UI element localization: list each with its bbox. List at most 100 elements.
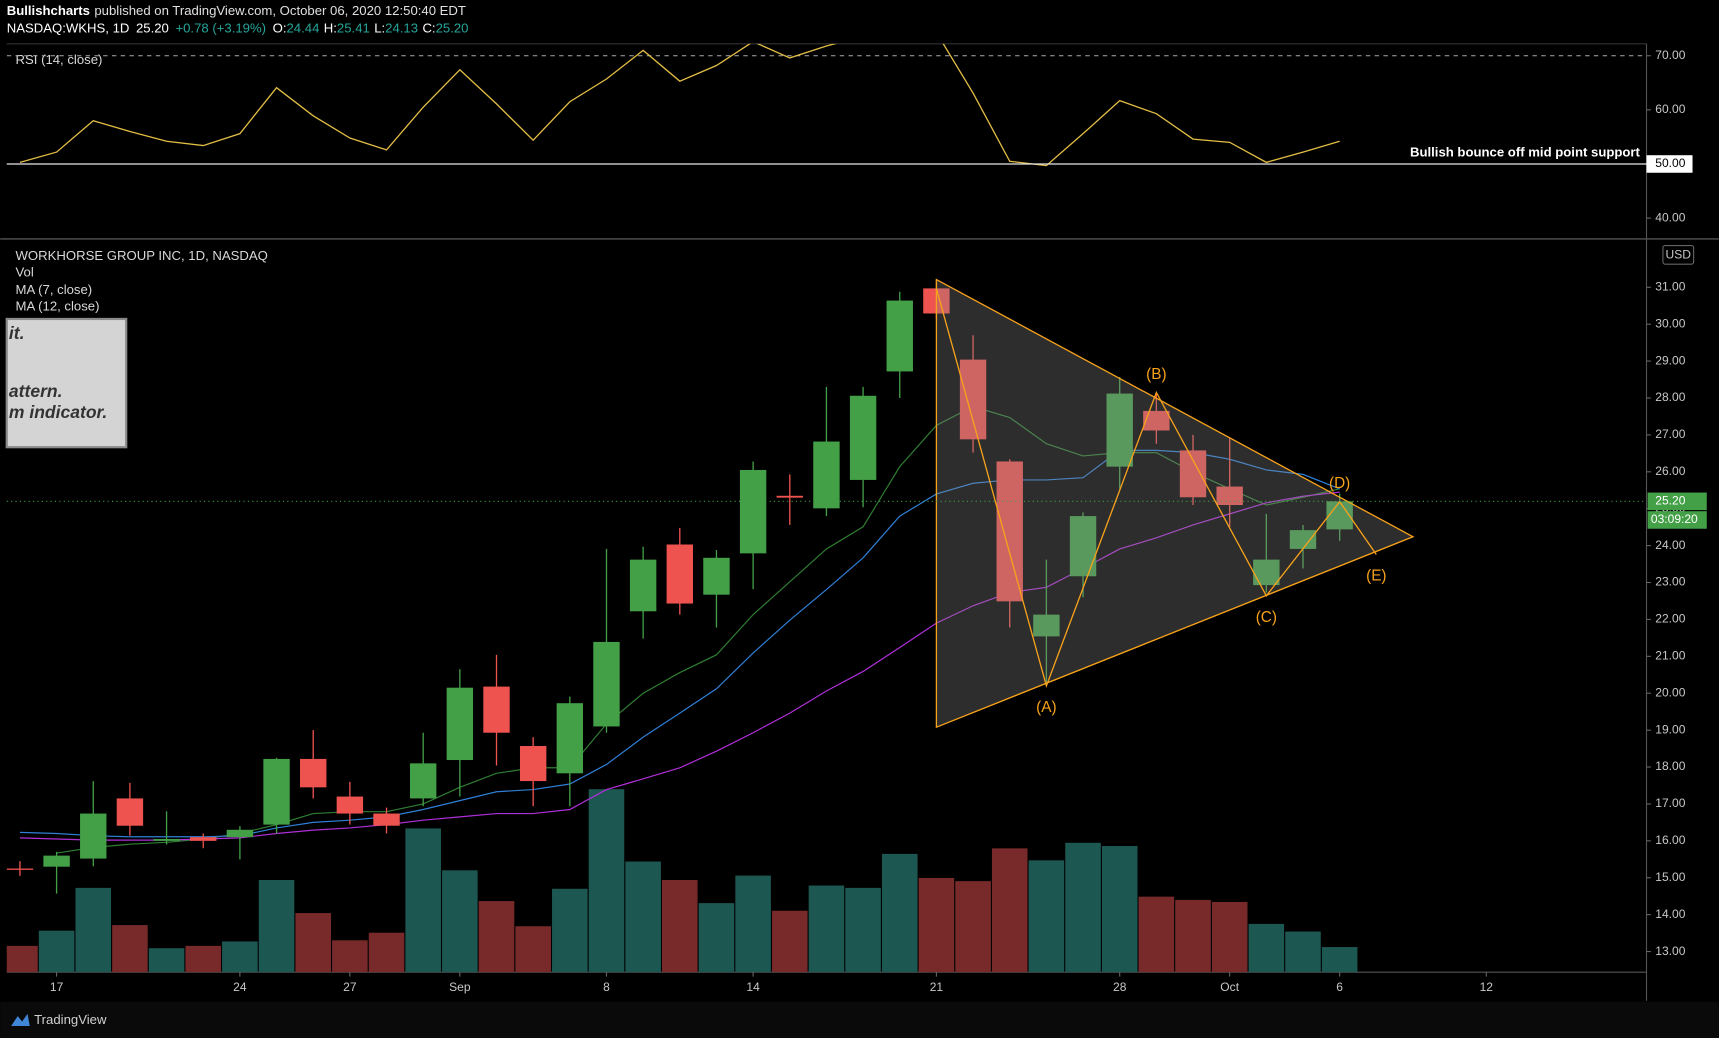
candle-body	[153, 839, 180, 841]
volume-bar	[185, 945, 222, 973]
candle-body	[739, 469, 767, 554]
rsi-pane	[6, 43, 1647, 167]
volume-bar	[991, 848, 1028, 973]
y-tick-label: 29.00	[1655, 353, 1685, 367]
wave-path	[935, 288, 1377, 688]
footer-logo: TradingView	[11, 1012, 107, 1027]
ohlc-value: 24.13	[385, 21, 418, 36]
candle-body	[886, 300, 913, 372]
price-pane	[6, 278, 1415, 973]
volume-bar	[1138, 896, 1175, 973]
volume-bar	[1321, 947, 1358, 973]
volume-bar	[258, 879, 295, 973]
volume-bar	[955, 881, 991, 973]
candle-body	[776, 495, 803, 498]
support-label: 50.00	[1655, 156, 1685, 170]
volume-bar	[112, 925, 148, 973]
candle-body	[1179, 450, 1207, 498]
header-line: Bullishcharts published on TradingView.co…	[7, 4, 466, 19]
candle-body	[629, 559, 657, 612]
countdown-box	[1647, 511, 1707, 529]
volume-bar	[368, 932, 405, 973]
volume-bar	[1101, 846, 1138, 973]
ohlc-value: 25.41	[337, 21, 370, 36]
note-text: m indicator.	[9, 402, 107, 422]
y-tick-label: 16.00	[1655, 833, 1685, 847]
ohlc-value: 25.20	[436, 21, 469, 36]
y-tick-label: 17.00	[1655, 796, 1685, 810]
candle-body	[1289, 530, 1317, 549]
chart-title: WORKHORSE GROUP INC, 1D, NASDAQ	[16, 248, 268, 263]
x-tick-label: 17	[50, 980, 64, 994]
y-tick-label: 28.00	[1655, 390, 1685, 404]
candle-body	[190, 837, 217, 841]
publisher: Bullishcharts	[7, 4, 90, 19]
note-box: it. attern. m indicator.	[5, 317, 128, 449]
y-tick-label: 26.00	[1655, 464, 1685, 478]
wave-label: (D)	[1329, 475, 1350, 492]
volume-bar	[38, 930, 75, 973]
volume-bar	[6, 945, 38, 973]
triangle-pattern	[935, 278, 1415, 729]
y-tick-label: 21.00	[1655, 649, 1685, 663]
volume-bar	[662, 879, 698, 973]
legend-volume: Vol	[16, 264, 34, 279]
volume-bar	[405, 828, 441, 973]
x-tick-label: 28	[1113, 980, 1127, 994]
candle-body	[1216, 486, 1243, 506]
candle-body	[6, 868, 34, 870]
volume-bar	[148, 948, 185, 973]
rsi-line	[19, 43, 1340, 167]
volume-bar	[808, 885, 845, 973]
symbol-line: NASDAQ:WKHS, 1D 25.20 +0.78 (+3.19%) O:24.4…	[7, 21, 469, 36]
y-tick-label: 23.00	[1655, 575, 1685, 589]
candle-body	[300, 758, 327, 788]
currency-box	[1662, 244, 1695, 265]
candle-body	[446, 687, 474, 761]
y-tick-label: 15.00	[1655, 870, 1685, 884]
legend-ma: MA (12, close)	[16, 298, 100, 313]
volume-bar	[1175, 899, 1211, 973]
change: +0.78 (+3.19%)	[175, 21, 266, 36]
volume-bar	[698, 903, 735, 973]
wave-label: (B)	[1146, 366, 1166, 383]
last-price-box	[1647, 492, 1707, 511]
candle-body	[959, 359, 987, 440]
annotation: Bullish bounce off mid point support	[1410, 144, 1641, 159]
countdown-label: 03:09:20	[1651, 512, 1698, 526]
candle-body	[593, 641, 620, 727]
note-box-bg	[5, 317, 128, 449]
x-tick-label: 12	[1480, 980, 1494, 994]
volume-bar	[295, 913, 331, 973]
symbol: NASDAQ:WKHS, 1D	[7, 21, 130, 36]
y-tick-label: 70.00	[1655, 48, 1685, 62]
y-tick-label: 18.00	[1655, 759, 1685, 773]
y-tick-label: 20.00	[1655, 685, 1685, 699]
y-tick-label: 14.00	[1655, 907, 1685, 921]
volume-bar	[588, 789, 625, 973]
volume-bar	[1028, 860, 1065, 973]
ohlc-label: H:	[324, 21, 337, 36]
y-tick-label: 27.00	[1655, 427, 1685, 441]
rsi-legend: RSI (14, close)	[16, 52, 103, 67]
x-tick-label: Sep	[449, 980, 471, 994]
y-tick-label: 60.00	[1655, 102, 1685, 116]
volume-bar	[771, 910, 808, 973]
legend-ma: MA (7, close)	[16, 282, 93, 297]
volume-bar	[442, 870, 478, 973]
candle-body	[116, 798, 144, 826]
last-price-label: 25.20	[1655, 494, 1685, 508]
y-tick-label: 22.00	[1655, 612, 1685, 626]
volume-bar	[552, 888, 588, 973]
y-tick-label: 19.00	[1655, 722, 1685, 736]
candle-body	[336, 796, 364, 814]
candle-body	[483, 686, 510, 733]
x-tick-label: 14	[746, 980, 760, 994]
support-label-box	[1646, 155, 1693, 173]
footer-bar	[0, 1001, 1719, 1038]
candle-body	[519, 746, 547, 782]
y-tick-label: 30.00	[1655, 316, 1685, 330]
candle-body	[996, 461, 1023, 602]
currency: USD	[1666, 248, 1692, 262]
